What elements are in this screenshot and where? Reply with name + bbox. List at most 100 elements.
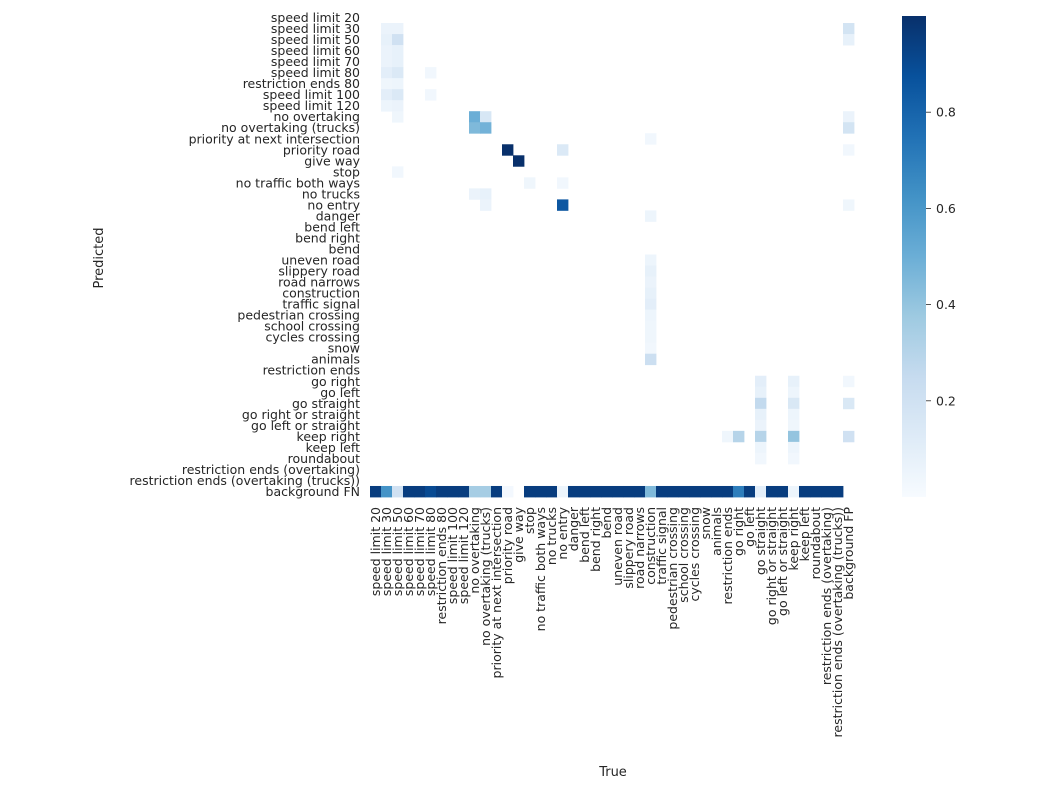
x-tick-label: no overtaking xyxy=(467,507,482,594)
x-tick-label: school crossing xyxy=(676,507,691,603)
x-tick-label: background FP xyxy=(841,507,856,600)
y-tick-label: speed limit 20 xyxy=(271,10,360,25)
heatmap-cell xyxy=(392,111,404,123)
heatmap-cell xyxy=(788,419,800,432)
x-tick-label: no overtaking (trucks) xyxy=(478,507,493,646)
heatmap-cell xyxy=(480,122,492,134)
x-tick-label: restriction ends (overtaking (trucks)) xyxy=(830,507,845,737)
heatmap-cell xyxy=(810,485,822,498)
x-tick-label: cycles crossing xyxy=(687,507,702,602)
heatmap-cell xyxy=(788,386,800,399)
y-tick-label: keep left xyxy=(306,440,360,455)
heatmap-cell xyxy=(436,485,448,498)
heatmap-cell xyxy=(843,199,855,211)
heatmap-cell xyxy=(788,452,800,465)
heatmap-cell xyxy=(788,397,800,410)
heatmap-cell xyxy=(524,177,536,189)
heatmap-cell xyxy=(381,34,393,46)
y-tick-label: animals xyxy=(311,352,360,367)
heatmap-cell xyxy=(755,485,767,498)
x-tick-label: restriction ends 80 xyxy=(434,507,449,624)
x-tick-label: go right or straight xyxy=(764,507,779,625)
heatmap-cell xyxy=(381,100,393,112)
x-tick-label: speed limit 80 xyxy=(423,507,438,596)
heatmap-cell xyxy=(755,452,767,465)
y-tick-label: keep right xyxy=(297,429,361,444)
y-tick-label: go left or straight xyxy=(251,418,360,433)
heatmap-cell xyxy=(832,485,844,498)
heatmap-cell xyxy=(480,188,492,200)
colorbar-tick-label: 0.6 xyxy=(936,201,956,216)
heatmap-cell xyxy=(381,485,393,498)
y-axis-label: Predicted xyxy=(92,227,107,288)
heatmap-cell xyxy=(843,430,855,443)
y-tick-label: speed limit 100 xyxy=(263,87,360,102)
heatmap-cell xyxy=(656,485,668,498)
heatmap-cell xyxy=(645,353,657,366)
heatmap-cell xyxy=(557,199,569,211)
heatmap-cell xyxy=(447,485,459,498)
heatmap-cell xyxy=(480,111,492,123)
y-tick-label: restriction ends xyxy=(263,363,360,378)
heatmap-cell xyxy=(755,375,767,388)
heatmap-cell xyxy=(722,485,734,498)
heatmap-cell xyxy=(381,23,393,35)
colorbar-tick-label: 0.8 xyxy=(936,105,956,120)
heatmap-cell xyxy=(766,485,778,498)
x-tick-label: priority road xyxy=(500,507,515,584)
y-tick-label: no entry xyxy=(307,197,360,212)
x-tick-label: traffic signal xyxy=(654,507,669,585)
x-tick-label: bend xyxy=(599,507,614,538)
heatmap-cell xyxy=(788,408,800,421)
y-tick-label: go left xyxy=(320,385,360,400)
heatmap-cell xyxy=(645,133,657,145)
heatmap-cell xyxy=(425,67,437,79)
heatmap-cell xyxy=(634,485,646,498)
heatmap-cell xyxy=(601,485,613,498)
heatmap-cell xyxy=(788,430,800,443)
x-tick-label: speed limit 30 xyxy=(379,507,394,596)
y-tick-label: speed limit 60 xyxy=(271,43,360,58)
heatmap-cell xyxy=(480,485,492,498)
y-tick-label: restriction ends 80 xyxy=(243,76,360,91)
heatmap-cell xyxy=(645,276,657,288)
heatmap-cell xyxy=(843,122,855,134)
heatmap-cell xyxy=(381,78,393,90)
heatmap-cell xyxy=(821,485,833,498)
x-tick-label: go straight xyxy=(753,507,768,575)
y-tick-label: speed limit 50 xyxy=(271,32,360,47)
y-tick-label: snow xyxy=(328,341,360,356)
heatmap-cell xyxy=(678,485,690,498)
heatmap-cell xyxy=(788,375,800,388)
y-tick-label: no overtaking (trucks) xyxy=(221,120,360,135)
y-tick-label: pedestrian crossing xyxy=(237,308,360,323)
heatmap-cell xyxy=(392,34,404,46)
y-tick-label: speed limit 120 xyxy=(263,98,360,113)
heatmap-cell xyxy=(546,485,558,498)
heatmap-cell xyxy=(458,485,470,498)
heatmap-cell xyxy=(788,485,800,498)
x-tick-label: speed limit 20 xyxy=(368,507,383,596)
x-tick-label: construction xyxy=(643,507,658,585)
heatmap xyxy=(370,23,855,498)
heatmap-cell xyxy=(645,254,657,266)
x-tick-label: roundabout xyxy=(808,507,823,579)
y-tick-label: priority at next intersection xyxy=(189,131,360,146)
x-tick-label: go left xyxy=(742,507,757,547)
x-tick-label: speed limit 60 xyxy=(401,507,416,596)
heatmap-cell xyxy=(491,485,503,498)
heatmap-cell xyxy=(645,287,657,299)
y-tick-label: bend xyxy=(329,241,360,256)
heatmap-cell xyxy=(843,144,855,156)
x-tick-label: no traffic both ways xyxy=(533,507,548,631)
y-tick-label: school crossing xyxy=(264,319,360,334)
heatmap-cell xyxy=(381,89,393,101)
heatmap-cell xyxy=(711,485,723,498)
y-tick-label: restriction ends (overtaking (trucks)) xyxy=(130,473,360,488)
heatmap-cell xyxy=(700,485,712,498)
heatmap-cell xyxy=(557,485,569,498)
heatmap-cell xyxy=(425,485,437,498)
y-tick-label: speed limit 80 xyxy=(271,65,360,80)
